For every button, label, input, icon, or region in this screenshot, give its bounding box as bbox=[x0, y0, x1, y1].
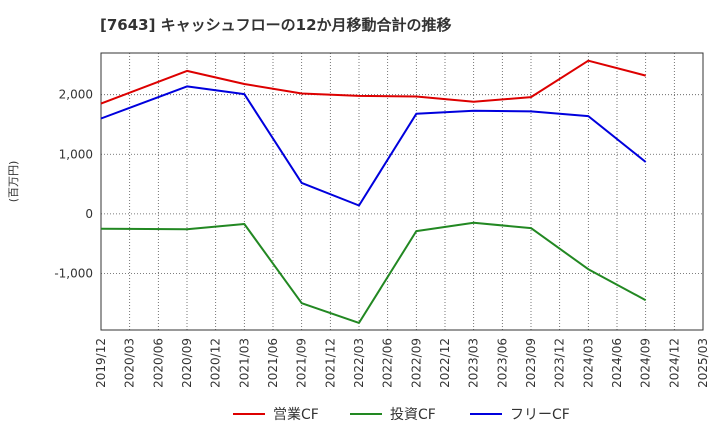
x-tick-label: 2020/03 bbox=[123, 338, 137, 388]
x-tick-label: 2022/09 bbox=[409, 338, 423, 388]
y-tick-label: 1,000 bbox=[59, 147, 93, 161]
legend-label: 営業CF bbox=[273, 407, 319, 423]
legend-label: フリーCF bbox=[510, 407, 570, 423]
x-tick-label: 2023/09 bbox=[524, 338, 538, 388]
legend: 営業CF 投資CF フリーCF bbox=[233, 407, 570, 423]
y-axis-label: (百万円) bbox=[7, 161, 20, 203]
x-tick-label: 2024/09 bbox=[639, 338, 653, 388]
x-tick-label: 2021/06 bbox=[266, 338, 280, 388]
series-line-フリーCF bbox=[100, 85, 647, 207]
plot-background bbox=[101, 53, 703, 330]
x-tick-label: 2025/03 bbox=[696, 338, 710, 388]
x-tick-label: 2022/12 bbox=[438, 338, 452, 388]
x-tick-label: 2021/09 bbox=[295, 338, 309, 388]
x-tick-label: 2022/03 bbox=[352, 338, 366, 388]
series-line-営業CF bbox=[100, 59, 646, 105]
y-tick-label: -1,000 bbox=[54, 266, 93, 280]
plot-area: -1,000 0 1,000 2,000 2019/12 2020/03 2020/06 20… bbox=[54, 52, 710, 388]
x-tick-label: 2020/12 bbox=[209, 338, 223, 388]
plot-frame bbox=[100, 52, 704, 331]
legend-label: 投資CF bbox=[390, 407, 436, 423]
x-tick-label: 2024/03 bbox=[581, 338, 595, 388]
x-tick-label: 2022/06 bbox=[381, 338, 395, 388]
y-tick-label: 2,000 bbox=[59, 88, 93, 102]
x-tick-label: 2023/12 bbox=[553, 338, 567, 388]
x-tick-label: 2020/09 bbox=[180, 338, 194, 388]
x-tick-label: 2020/06 bbox=[151, 338, 165, 388]
x-tick-label: 2023/03 bbox=[467, 338, 481, 388]
x-tick-label: 2024/06 bbox=[610, 338, 624, 388]
x-tick-label: 2021/12 bbox=[323, 338, 337, 388]
x-tick-label: 2021/03 bbox=[237, 338, 251, 388]
chart-title: [7643] キャッシュフローの12か月移動合計の推移 bbox=[100, 16, 452, 34]
x-tick-label: 2019/12 bbox=[94, 338, 108, 388]
y-tick-label: 0 bbox=[85, 207, 93, 221]
x-tick-label: 2024/12 bbox=[667, 338, 681, 388]
x-tick-label: 2023/06 bbox=[495, 338, 509, 388]
series-line-投資CF bbox=[100, 221, 647, 324]
